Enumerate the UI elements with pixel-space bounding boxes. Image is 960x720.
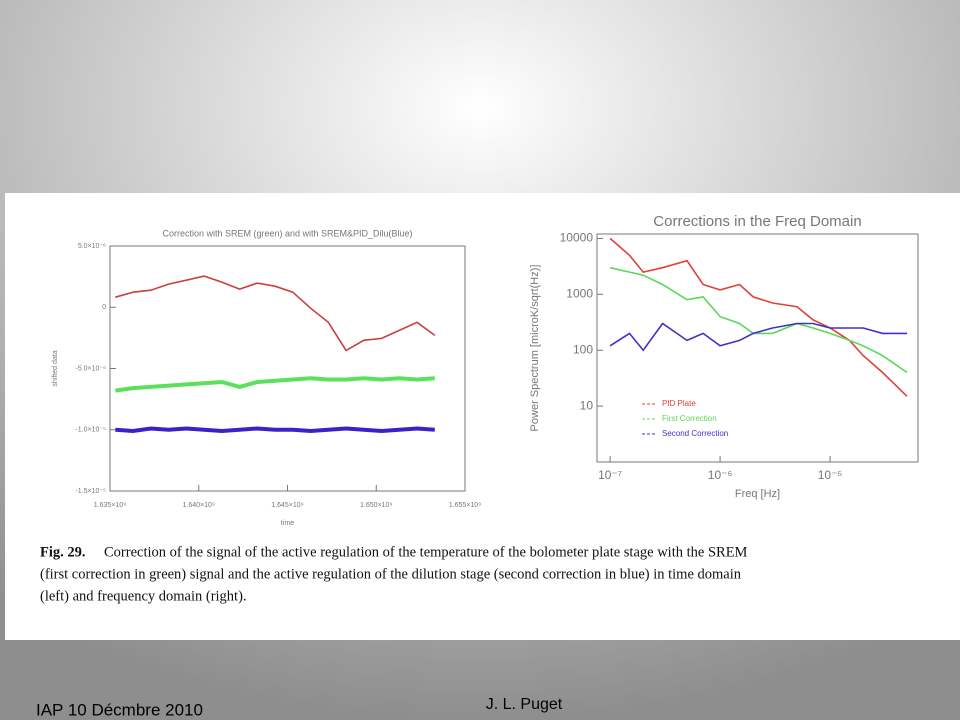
y-tick-label: 100 (573, 342, 593, 356)
y-tick-label: -1.0×10⁻⁵ (75, 427, 106, 434)
chart-title: Correction with SREM (green) and with SR… (162, 228, 412, 238)
y-tick-label: 0 (102, 304, 106, 311)
y-tick-label: 10 (580, 398, 594, 412)
y-axis-label: Power Spectrum [microK/sqrt(Hz)] (529, 265, 541, 432)
series-line (609, 237, 908, 397)
y-tick-label: -5.0×10⁻⁶ (75, 365, 106, 372)
chart-title: Corrections in the Freq Domain (653, 213, 861, 230)
x-axis-label: Freq [Hz] (735, 488, 780, 500)
y-tick-label: -1.5×10⁻⁵ (75, 488, 106, 495)
series-line (115, 275, 436, 352)
legend-label: First Correction (662, 414, 717, 423)
y-axis-label: shifted data (52, 350, 59, 386)
footer-center: J. L. Puget (486, 696, 563, 713)
caption-line: Correction of the signal of the active r… (104, 544, 748, 560)
caption-label: Fig. 29. (40, 544, 86, 560)
legend-label: Second Correction (662, 429, 728, 438)
figure-panel (5, 193, 960, 640)
x-tick-label: 1.650×10⁹ (360, 502, 392, 509)
x-tick-label: 1.645×10⁹ (271, 502, 303, 509)
series-line (115, 426, 435, 434)
x-tick-label: 10⁻⁶ (708, 468, 733, 482)
x-tick-label: 1.640×10⁹ (183, 502, 215, 509)
y-tick-label: 5.0×10⁻⁶ (78, 243, 106, 250)
x-tick-label: 10⁻⁷ (598, 468, 622, 482)
plot-frame (596, 233, 919, 463)
series-line (609, 322, 907, 352)
series-line (115, 376, 435, 393)
y-tick-label: 1000 (566, 286, 593, 300)
legend-label: PID Plate (662, 399, 696, 408)
caption-line: (first correction in green) signal and t… (40, 566, 742, 582)
x-tick-label: 1.655×10⁹ (449, 502, 481, 509)
x-axis-label: time (281, 520, 294, 527)
x-tick-label: 1.635×10⁹ (94, 502, 126, 509)
caption-line: (left) and frequency domain (right). (40, 588, 247, 604)
x-tick-label: 10⁻⁵ (818, 468, 843, 482)
footer-left: IAP 10 Décmbre 2010 (36, 700, 203, 719)
y-tick-label: 10000 (560, 231, 594, 245)
